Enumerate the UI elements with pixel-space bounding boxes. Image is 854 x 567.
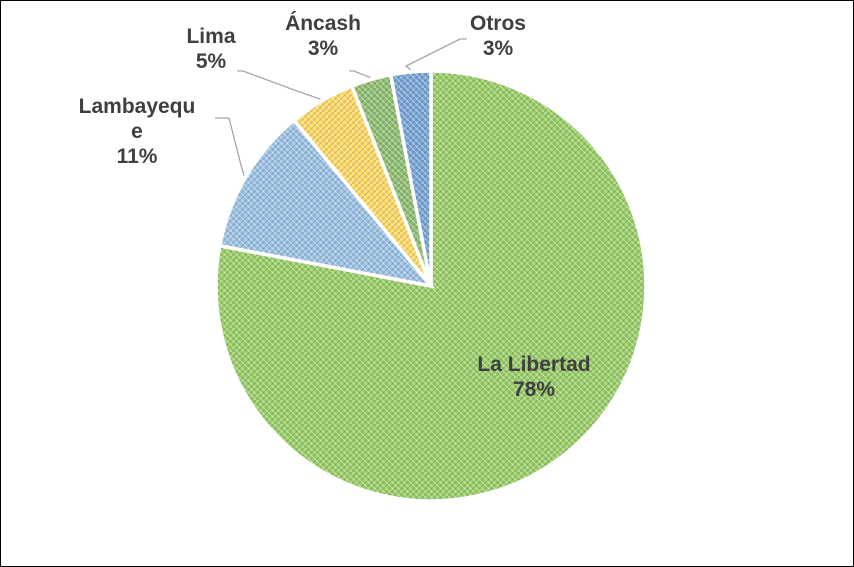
data-label-1: Lambayequ e 11% — [79, 95, 196, 168]
pie-slices — [214, 69, 648, 503]
data-labels: La Libertad 78% Lambayequ e 11% Lima 5% Áncash 3… — [79, 12, 591, 401]
data-label-0: La Libertad 78% — [477, 353, 590, 401]
leader-line-1 — [215, 117, 245, 176]
leader-line-2 — [237, 70, 321, 100]
data-label-2: Lima 5% — [186, 25, 235, 73]
leader-line-3 — [349, 70, 371, 79]
slice-lambayeque — [217, 117, 436, 289]
leader-lines — [215, 38, 467, 176]
data-label-4: Otros 3% — [470, 12, 526, 60]
slice-otros — [388, 69, 433, 287]
data-label-3: Áncash 3% — [285, 12, 361, 60]
leader-line-4 — [404, 38, 467, 71]
